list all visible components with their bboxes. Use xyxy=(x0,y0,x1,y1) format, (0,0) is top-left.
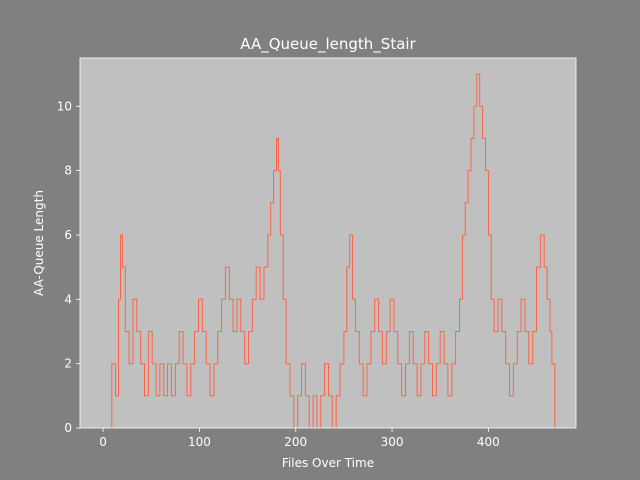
y-tick-label: 10 xyxy=(57,99,72,113)
x-tick-label: 100 xyxy=(188,435,211,449)
y-tick-label: 4 xyxy=(64,292,72,306)
x-axis-ticks: 0 100 200 300 400 xyxy=(99,428,500,449)
axes-spines xyxy=(79,57,577,429)
x-tick-label: 300 xyxy=(381,435,404,449)
axes-frame xyxy=(79,57,577,429)
y-tick-label: 2 xyxy=(64,357,72,371)
y-tick-label: 8 xyxy=(64,164,72,178)
x-axis-label: Files Over Time xyxy=(282,456,374,470)
x-tick-label: 200 xyxy=(284,435,307,449)
y-tick-label: 6 xyxy=(64,228,72,242)
y-axis-ticks: 0 2 4 6 8 10 xyxy=(57,99,80,435)
y-tick-label: 0 xyxy=(64,421,72,435)
chart-title: AA_Queue_length_Stair xyxy=(240,35,416,54)
y-axis-label: AA-Queue Length xyxy=(32,190,46,296)
x-tick-label: 0 xyxy=(99,435,107,449)
x-tick-label: 400 xyxy=(477,435,500,449)
